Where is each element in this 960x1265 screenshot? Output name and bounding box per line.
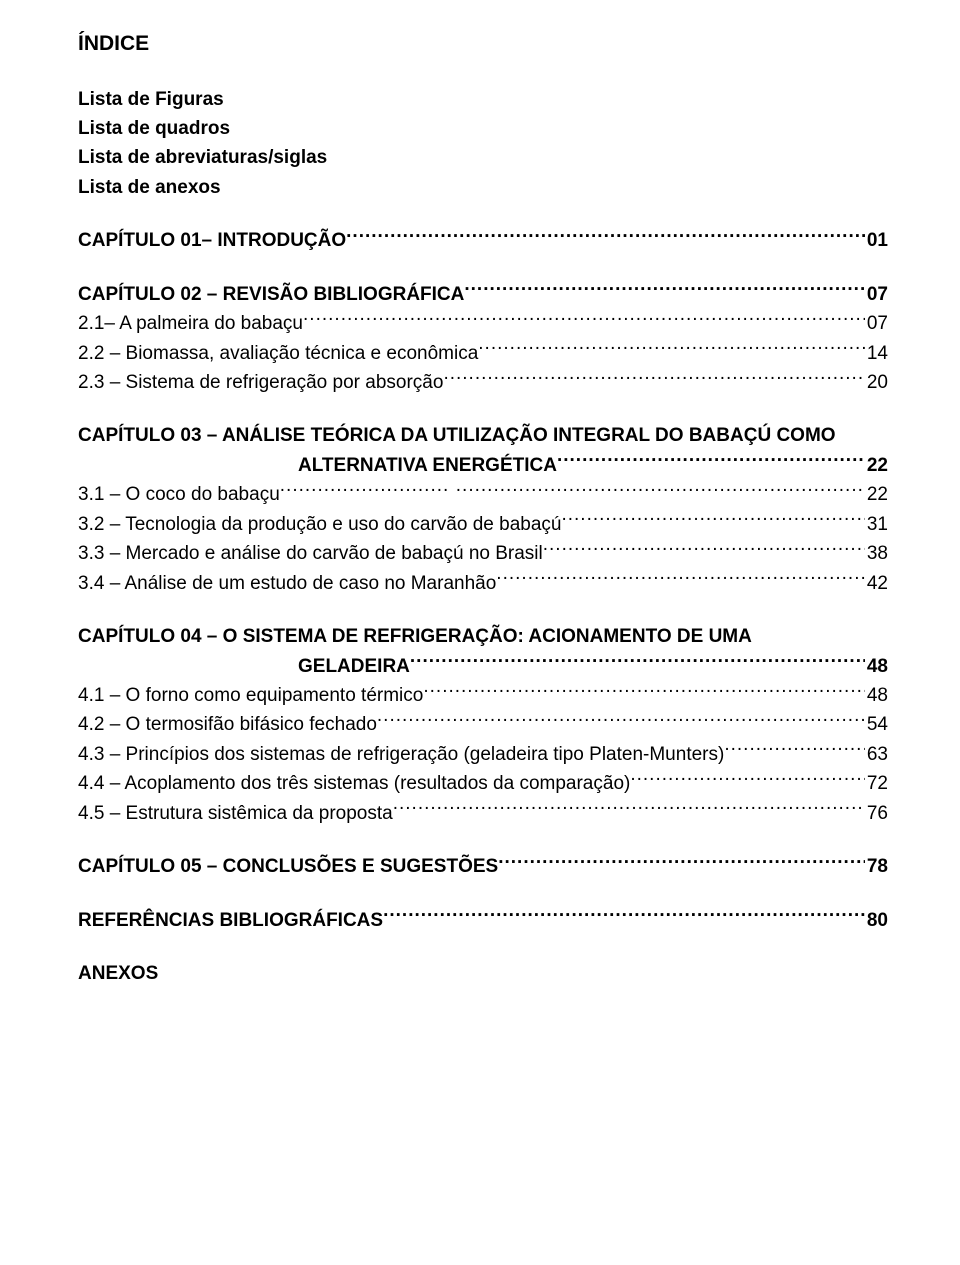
toc-entry: 3.2 – Tecnologia da produção e uso do ca… xyxy=(78,510,888,539)
toc-page-number: 54 xyxy=(865,710,888,739)
toc-page-number: 31 xyxy=(865,510,888,539)
toc-leader xyxy=(464,281,864,300)
toc-label: 2.3 – Sistema de refrigeração por absorç… xyxy=(78,368,443,397)
toc-leader xyxy=(303,310,865,329)
toc-label: 2.1– A palmeira do babaçu xyxy=(78,309,303,338)
chapter-heading-continuation: ALTERNATIVA ENERGÉTICA 22 xyxy=(78,451,888,480)
toc-page-number: 22 xyxy=(865,451,888,480)
toc-label: 4.3 – Princípios dos sistemas de refrige… xyxy=(78,740,724,769)
toc-label: 4.5 – Estrutura sistêmica da proposta xyxy=(78,799,393,828)
toc-leader xyxy=(393,800,865,819)
toc-leader xyxy=(280,481,450,500)
toc-leader xyxy=(543,540,865,559)
prelim-item: Lista de quadros xyxy=(78,114,888,143)
chapter-heading: CAPÍTULO 01– INTRODUÇÃO 01 xyxy=(78,226,888,255)
chapter-block: CAPÍTULO 05 – CONCLUSÕES E SUGESTÕES 78 xyxy=(78,852,888,881)
toc-label: 4.1 – O forno como equipamento térmico xyxy=(78,681,423,710)
toc-label: 3.4 – Análise de um estudo de caso no Ma… xyxy=(78,569,496,598)
toc-entry: 3.4 – Análise de um estudo de caso no Ma… xyxy=(78,569,888,598)
toc-page-number: 20 xyxy=(865,368,888,397)
toc-leader xyxy=(377,711,865,730)
toc-entry: 4.2 – O termosifão bifásico fechado 54 xyxy=(78,710,888,739)
toc-label: 4.4 – Acoplamento dos três sistemas (res… xyxy=(78,769,630,798)
toc-entry: 4.4 – Acoplamento dos três sistemas (res… xyxy=(78,769,888,798)
toc-page-number: 07 xyxy=(865,309,888,338)
toc-page-number: 63 xyxy=(865,740,888,769)
toc-entry: 3.3 – Mercado e análise do carvão de bab… xyxy=(78,539,888,568)
toc-page-number: 78 xyxy=(865,852,888,881)
toc-leader xyxy=(478,340,865,359)
toc-label: ALTERNATIVA ENERGÉTICA xyxy=(298,451,557,480)
chapter-heading: REFERÊNCIAS BIBLIOGRÁFICAS 80 xyxy=(78,906,888,935)
chapter-block: CAPÍTULO 02 – REVISÃO BIBLIOGRÁFICA072.1… xyxy=(78,280,888,398)
document-title: ÍNDICE xyxy=(78,28,888,61)
chapter-heading: CAPÍTULO 05 – CONCLUSÕES E SUGESTÕES 78 xyxy=(78,852,888,881)
toc-entry: 3.1 – O coco do babaçu 22 xyxy=(78,480,888,509)
toc-label: 3.1 – O coco do babaçu xyxy=(78,480,280,509)
chapter-block: CAPÍTULO 01– INTRODUÇÃO 01 xyxy=(78,226,888,255)
toc-page-number: 38 xyxy=(865,539,888,568)
toc-leader xyxy=(383,907,865,926)
toc-entry: 4.1 – O forno como equipamento térmico 48 xyxy=(78,681,888,710)
toc-entry: 4.5 – Estrutura sistêmica da proposta 76 xyxy=(78,799,888,828)
toc-leader xyxy=(630,770,865,789)
chapter-block: CAPÍTULO 04 – O SISTEMA DE REFRIGERAÇÃO:… xyxy=(78,622,888,828)
toc-leader xyxy=(456,481,865,500)
toc-page-number: 14 xyxy=(865,339,888,368)
toc-leader xyxy=(724,741,865,760)
toc-label: CAPÍTULO 01– INTRODUÇÃO xyxy=(78,226,346,255)
toc-label: 2.2 – Biomassa, avaliação técnica e econ… xyxy=(78,339,478,368)
toc-label: REFERÊNCIAS BIBLIOGRÁFICAS xyxy=(78,906,383,935)
chapter-heading-continuation: GELADEIRA 48 xyxy=(78,652,888,681)
toc-label: 3.3 – Mercado e análise do carvão de bab… xyxy=(78,539,543,568)
toc-entry: 2.3 – Sistema de refrigeração por absorç… xyxy=(78,368,888,397)
toc-leader xyxy=(346,227,865,246)
toc-leader xyxy=(496,570,865,589)
toc-page-number: 22 xyxy=(865,480,888,509)
toc-leader xyxy=(443,369,864,388)
toc-label: CAPÍTULO 03 – ANÁLISE TEÓRICA DA UTILIZA… xyxy=(78,421,836,450)
toc-entry: 2.2 – Biomassa, avaliação técnica e econ… xyxy=(78,339,888,368)
table-of-contents: CAPÍTULO 01– INTRODUÇÃO 01 CAPÍTULO 02 – R… xyxy=(78,226,888,935)
toc-label: CAPÍTULO 05 – CONCLUSÕES E SUGESTÕES xyxy=(78,852,498,881)
toc-leader xyxy=(423,682,865,701)
toc-page-number: 76 xyxy=(865,799,888,828)
toc-label: GELADEIRA xyxy=(298,652,410,681)
toc-leader xyxy=(557,452,865,471)
toc-page-number: 72 xyxy=(865,769,888,798)
toc-leader xyxy=(410,653,865,672)
toc-leader xyxy=(561,511,864,530)
prelim-item: Lista de abreviaturas/siglas xyxy=(78,143,888,172)
toc-leader xyxy=(498,853,865,872)
toc-label: CAPÍTULO 04 – O SISTEMA DE REFRIGERAÇÃO:… xyxy=(78,622,752,651)
chapter-block: CAPÍTULO 03 – ANÁLISE TEÓRICA DA UTILIZA… xyxy=(78,421,888,598)
chapter-heading: CAPÍTULO 04 – O SISTEMA DE REFRIGERAÇÃO:… xyxy=(78,622,888,651)
toc-entry: 4.3 – Princípios dos sistemas de refrige… xyxy=(78,740,888,769)
chapter-heading: CAPÍTULO 02 – REVISÃO BIBLIOGRÁFICA 07 xyxy=(78,280,888,309)
preliminary-lists: Lista de Figuras Lista de quadros Lista … xyxy=(78,85,888,203)
toc-label: CAPÍTULO 02 – REVISÃO BIBLIOGRÁFICA xyxy=(78,280,464,309)
toc-page-number: 42 xyxy=(865,569,888,598)
prelim-item: Lista de Figuras xyxy=(78,85,888,114)
chapter-block: REFERÊNCIAS BIBLIOGRÁFICAS 80 xyxy=(78,906,888,935)
chapter-heading: CAPÍTULO 03 – ANÁLISE TEÓRICA DA UTILIZA… xyxy=(78,421,888,450)
toc-page-number: 48 xyxy=(865,681,888,710)
toc-entry: 2.1– A palmeira do babaçu 07 xyxy=(78,309,888,338)
toc-page-number: 80 xyxy=(865,906,888,935)
toc-page-number: 07 xyxy=(865,280,888,309)
toc-label: 4.2 – O termosifão bifásico fechado xyxy=(78,710,377,739)
prelim-item: Lista de anexos xyxy=(78,173,888,202)
toc-label: 3.2 – Tecnologia da produção e uso do ca… xyxy=(78,510,561,539)
toc-page-number: 48 xyxy=(865,652,888,681)
anexos-label: ANEXOS xyxy=(78,959,888,988)
toc-page-number: 01 xyxy=(865,226,888,255)
